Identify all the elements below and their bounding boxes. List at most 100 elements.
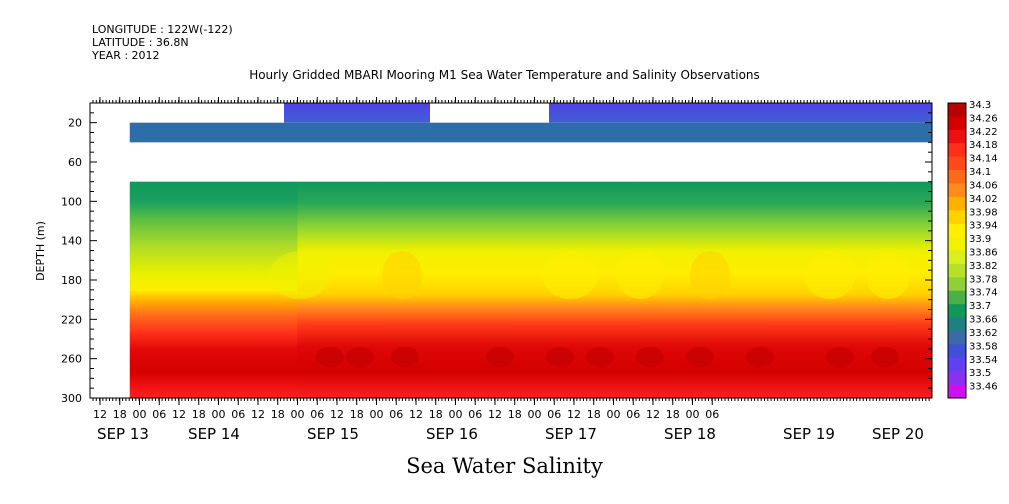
colorbar-swatch: [948, 170, 966, 184]
x-hour-label: 06: [231, 408, 245, 421]
colorbar-swatch: [948, 156, 966, 171]
colorbar-swatch: [948, 317, 966, 332]
colorbar-swatch: [948, 143, 966, 157]
deep-core-0: [316, 346, 344, 367]
chart-title: Hourly Gridded MBARI Mooring M1 Sea Wate…: [249, 68, 760, 82]
salinity-feature-1: [382, 251, 422, 300]
deep-core-4: [546, 346, 574, 367]
colorbar-swatch: [948, 330, 966, 345]
x-hour-label: 06: [310, 408, 324, 421]
x-hour-label: 06: [626, 408, 640, 421]
x-day-label: SEP 16: [426, 425, 478, 443]
x-day-label: SEP 14: [188, 425, 240, 443]
x-hour-label: 12: [646, 408, 660, 421]
colorbar-label: 33.62: [969, 328, 998, 339]
x-axis-label: Sea Water Salinity: [406, 454, 603, 478]
x-day-label: SEP 15: [307, 425, 359, 443]
x-hour-label: 18: [113, 408, 127, 421]
colorbar: 34.3 34.26 34.22 34.18 34.14 34.1 34.06 34.02 33…: [947, 100, 998, 399]
y-tick-label: 140: [61, 235, 82, 248]
colorbar-swatch: [948, 277, 966, 292]
x-hour-label: 12: [93, 408, 107, 421]
salinity-field: [129, 103, 932, 398]
colorbar-label: 34.02: [969, 194, 998, 205]
x-hour-label: 18: [271, 408, 285, 421]
plot-axes: 20 60 100 140 180 220 260 300 DEPTH (m) 12 18 00 06 1…: [34, 97, 933, 443]
salinity-feature-5: [804, 251, 856, 300]
x-day-label: SEP 17: [545, 425, 597, 443]
colorbar-label: 33.66: [969, 315, 998, 326]
deep-core-9: [826, 346, 854, 367]
x-hour-label: 06: [389, 408, 403, 421]
x-hour-label: 12: [251, 408, 265, 421]
colorbar-label: 33.82: [969, 261, 998, 272]
colorbar-swatch: [948, 263, 966, 278]
colorbar-label: 33.54: [969, 355, 998, 366]
y-axis-label: DEPTH (m): [34, 221, 47, 281]
colorbar-swatch: [948, 129, 966, 144]
colorbar-label: 34.14: [969, 154, 998, 165]
salinity-feature-2: [542, 251, 598, 300]
colorbar-swatch: [948, 384, 966, 399]
x-hour-label: 12: [567, 408, 581, 421]
colorbar-label: 33.94: [969, 221, 998, 232]
salinity-feature-0: [270, 251, 330, 300]
x-hour-label: 12: [172, 408, 186, 421]
deep-core-6: [636, 346, 664, 367]
x-hour-label: 12: [488, 408, 502, 421]
deep-core-2: [391, 346, 419, 367]
deep-core-5: [586, 346, 614, 367]
x-hour-label: 18: [429, 408, 443, 421]
colorbar-swatch: [948, 196, 966, 211]
colorbar-label: 33.7: [969, 301, 991, 312]
colorbar-swatch: [948, 250, 966, 265]
colorbar-swatch: [948, 237, 966, 251]
salinity-feature-3: [616, 251, 664, 300]
colorbar-label: 33.78: [969, 274, 998, 285]
surface-band-upper-2: [549, 103, 932, 123]
x-hour-label: 12: [409, 408, 423, 421]
surface-band-upper-1: [284, 103, 430, 123]
latitude-label: LATITUDE : 36.8N: [92, 36, 189, 49]
colorbar-label: 33.98: [969, 207, 998, 218]
deep-core-7: [686, 346, 714, 367]
salinity-feature-4: [690, 251, 730, 300]
x-hour-label: 06: [468, 408, 482, 421]
year-label: YEAR : 2012: [92, 49, 160, 62]
x-hour-label: 18: [587, 408, 601, 421]
x-day-label: SEP 18: [664, 425, 716, 443]
colorbar-swatch: [948, 183, 966, 198]
colorbar-swatch: [948, 103, 966, 117]
y-tick-label: 220: [61, 313, 82, 326]
x-hour-label: 00: [607, 408, 621, 421]
colorbar-swatch: [948, 223, 966, 238]
x-hour-label: 00: [528, 408, 542, 421]
y-tick-label: 100: [61, 195, 82, 208]
x-hour-label: 00: [686, 408, 700, 421]
x-hour-label: 18: [508, 408, 522, 421]
y-tick-label: 180: [61, 274, 82, 287]
colorbar-label: 33.9: [969, 234, 991, 245]
x-hour-label: 18: [192, 408, 206, 421]
x-hour-label: 00: [370, 408, 384, 421]
y-tick-label: 260: [61, 353, 82, 366]
deep-core-10: [871, 346, 899, 367]
deep-field-early: [129, 181, 298, 398]
colorbar-label: 34.3: [969, 100, 991, 111]
colorbar-frame: [947, 102, 967, 399]
x-hour-label: 06: [152, 408, 166, 421]
colorbar-label: 34.06: [969, 180, 998, 191]
colorbar-label: 33.86: [969, 248, 998, 259]
colorbar-swatch: [948, 304, 966, 318]
x-hour-label: 00: [133, 408, 147, 421]
colorbar-label: 34.26: [969, 113, 998, 124]
colorbar-label: 34.22: [969, 127, 998, 138]
surface-band-30m: [129, 122, 932, 143]
y-tick-label: 60: [68, 156, 82, 169]
x-hour-label: 06: [705, 408, 719, 421]
x-hour-label: 00: [449, 408, 463, 421]
deep-core-1: [346, 346, 374, 367]
longitude-label: LONGITUDE : 122W(-122): [92, 23, 233, 36]
colorbar-label: 34.18: [969, 140, 998, 151]
